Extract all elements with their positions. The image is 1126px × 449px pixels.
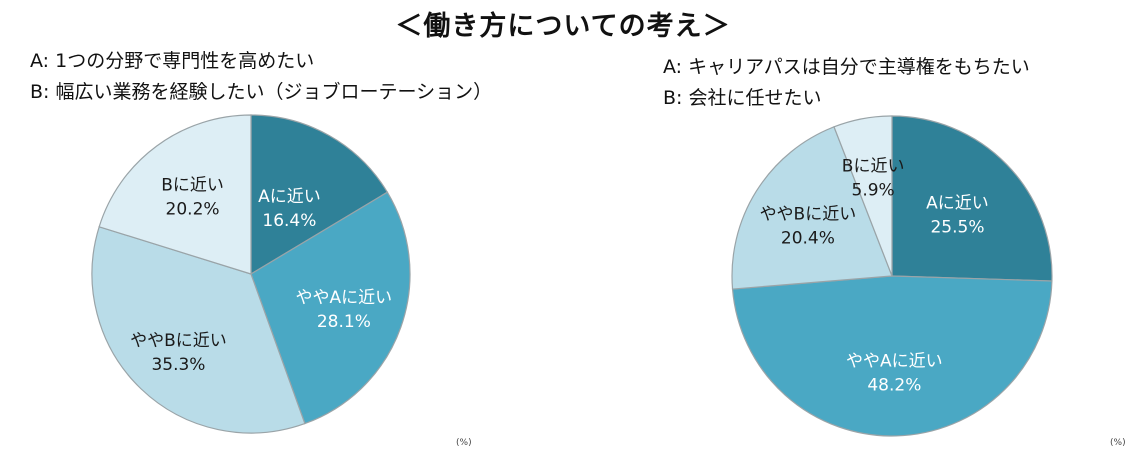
- right-pie-slice-1: [731, 275, 1053, 437]
- pie-chart-right: Aに近い 25.5% ややAに近い 48.2% ややBに近い 20.4% Bに近い 5.9%: [731, 115, 1053, 437]
- right-pie-slice-0: [891, 115, 1053, 282]
- right-slice-name-0: Aに近い: [926, 194, 989, 214]
- right-slice-value-1: 48.2%: [867, 375, 921, 395]
- right-slice-value-0: 25.5%: [930, 218, 984, 238]
- left-pie-slice-0: [250, 114, 389, 276]
- left-pie-slice-1: [250, 191, 411, 425]
- right-slice-name-3: Bに近い: [842, 156, 905, 176]
- left-slice-value-2: 35.3%: [151, 355, 205, 375]
- right-legend-b: B: 会社に任せたい: [663, 87, 822, 109]
- left-unit-note: (%): [456, 438, 472, 448]
- left-slice-name-2: ややBに近い: [130, 331, 227, 351]
- right-slice-value-2: 20.4%: [781, 228, 835, 248]
- left-slice-name-3: Bに近い: [161, 176, 224, 196]
- left-pie-slice-3: [98, 114, 252, 275]
- left-slice-value-3: 20.2%: [166, 200, 220, 220]
- left-slice-value-1: 28.1%: [317, 312, 371, 332]
- right-slice-name-1: ややAに近い: [846, 351, 943, 371]
- right-unit-note: (%): [1110, 438, 1126, 448]
- right-slice-name-2: ややBに近い: [760, 204, 857, 224]
- page-title: ＜働き方についての考え＞: [395, 11, 731, 42]
- left-slice-name-1: ややAに近い: [296, 288, 393, 308]
- left-slice-value-0: 16.4%: [262, 211, 316, 231]
- left-legend-a: A: 1つの分野で専門性を高めたい: [30, 50, 315, 72]
- right-pie-slice-2: [731, 126, 893, 290]
- left-slice-name-0: Aに近い: [258, 187, 321, 207]
- pie-chart-left: Aに近い 16.4% ややAに近い 28.1% ややBに近い 35.3% Bに近い 20.2%: [91, 114, 411, 434]
- right-slice-value-3: 5.9%: [852, 180, 895, 200]
- left-legend-b: B: 幅広い業務を経験したい（ジョブローテーション）: [30, 81, 493, 103]
- right-legend-a: A: キャリアパスは自分で主導権をもちたい: [663, 56, 1030, 78]
- left-pie-slice-2: [91, 226, 306, 434]
- right-pie-slice-3: [833, 115, 893, 277]
